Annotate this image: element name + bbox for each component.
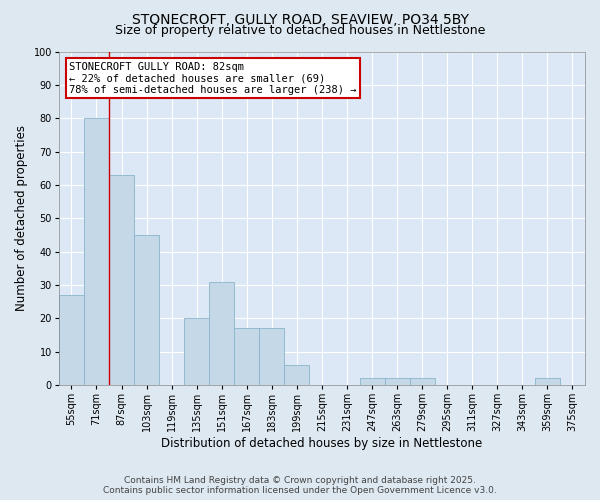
Bar	[134, 235, 159, 385]
Bar	[109, 175, 134, 385]
Bar	[234, 328, 259, 385]
Bar	[410, 378, 434, 385]
Bar	[184, 318, 209, 385]
Bar	[259, 328, 284, 385]
Bar	[385, 378, 410, 385]
Bar	[59, 295, 84, 385]
Bar	[209, 282, 234, 385]
Text: Contains HM Land Registry data © Crown copyright and database right 2025.
Contai: Contains HM Land Registry data © Crown c…	[103, 476, 497, 495]
Text: STONECROFT, GULLY ROAD, SEAVIEW, PO34 5BY: STONECROFT, GULLY ROAD, SEAVIEW, PO34 5B…	[131, 12, 469, 26]
Text: Size of property relative to detached houses in Nettlestone: Size of property relative to detached ho…	[115, 24, 485, 37]
Text: STONECROFT GULLY ROAD: 82sqm
← 22% of detached houses are smaller (69)
78% of se: STONECROFT GULLY ROAD: 82sqm ← 22% of de…	[70, 62, 357, 94]
Bar	[284, 365, 310, 385]
Y-axis label: Number of detached properties: Number of detached properties	[15, 126, 28, 312]
Bar	[359, 378, 385, 385]
Bar	[84, 118, 109, 385]
Bar	[535, 378, 560, 385]
X-axis label: Distribution of detached houses by size in Nettlestone: Distribution of detached houses by size …	[161, 437, 482, 450]
